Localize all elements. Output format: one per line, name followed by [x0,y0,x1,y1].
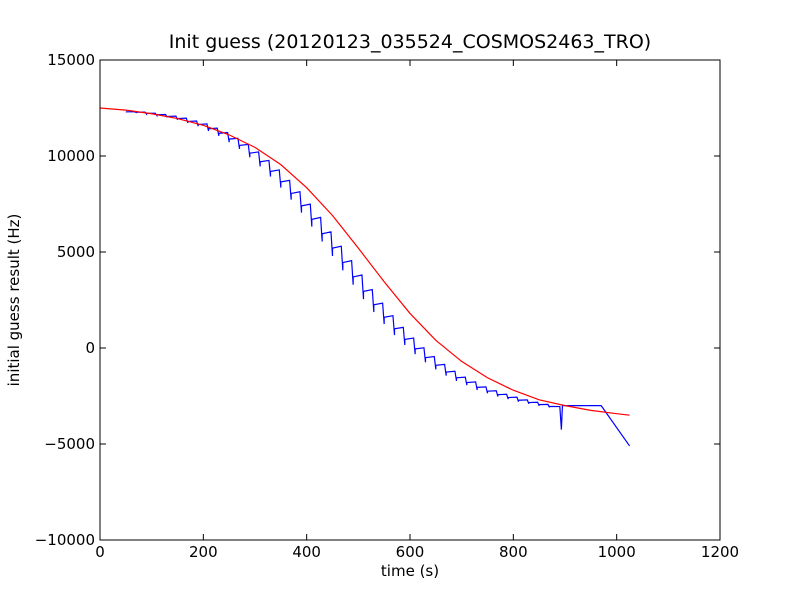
y-tick-label-5: 15000 [47,51,95,69]
plot-frame [99,59,721,541]
y-tick-label-2: 0 [85,339,95,357]
x-axis-label: time (s) [381,562,439,580]
series-line-0 [125,111,631,447]
chart-title: Init guess (20120123_035524_COSMOS2463_T… [169,31,651,53]
x-tick-label-4: 800 [499,543,528,561]
series-layer [100,107,631,447]
x-tick-label-2: 400 [292,543,321,561]
y-axis-label: initial guess result (Hz) [5,214,23,387]
y-tick-label-3: 5000 [57,243,95,261]
ticks-layer: 0 200 400 600 800 1000 1200 −10000 −5000 0 5000 100… [35,51,739,561]
y-tick-label-4: 10000 [47,147,95,165]
x-tick-label-1: 200 [189,543,218,561]
x-tick-label-0: 0 [95,543,105,561]
x-tick-label-3: 600 [396,543,425,561]
y-tick-label-1: −5000 [44,435,95,453]
x-tick-label-6: 1200 [701,543,739,561]
series-line-1 [100,107,630,416]
y-tick-label-0: −10000 [35,531,95,549]
x-tick-label-5: 1000 [598,543,636,561]
